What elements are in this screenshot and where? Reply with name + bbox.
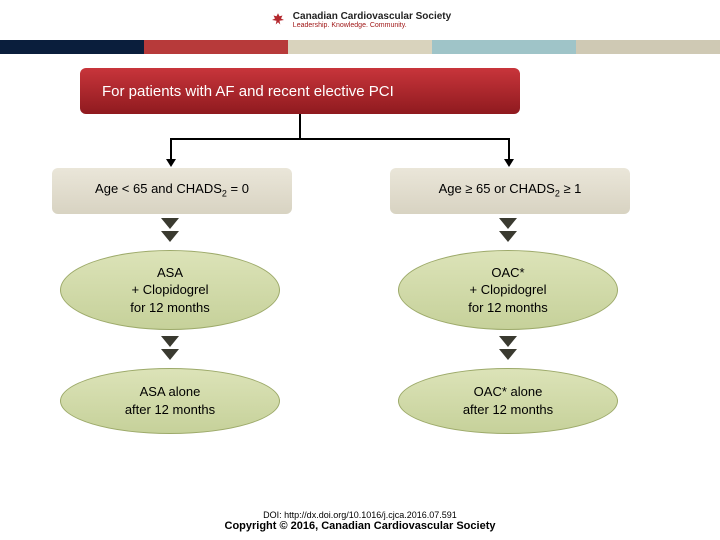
arrow-head-icon [504,159,514,167]
flowchart-title: For patients with AF and recent elective… [80,68,520,114]
connector-line [508,138,510,160]
title-text: For patients with AF and recent elective… [102,83,394,100]
branch-box-right: Age ≥ 65 or CHADS2 ≥ 1 [390,168,630,214]
stripe [432,40,576,54]
followup-ellipse-right: OAC* aloneafter 12 months [398,368,618,434]
branch-right-label: Age ≥ 65 or CHADS2 ≥ 1 [439,181,582,200]
flowchart: For patients with AF and recent elective… [0,54,720,494]
arrow-head-icon [166,159,176,167]
connector-line [170,138,510,140]
double-arrow-icon [499,218,517,242]
stripe [576,40,720,54]
logo-text-block: Canadian Cardiovascular Society Leadersh… [293,11,451,29]
header-bar: Canadian Cardiovascular Society Leadersh… [0,0,720,40]
connector-line [299,114,301,138]
divider-stripes [0,40,720,54]
maple-heart-icon [269,11,287,29]
treatment-ellipse-right: OAC*+ Clopidogrelfor 12 months [398,250,618,330]
followup-ellipse-left: ASA aloneafter 12 months [60,368,280,434]
org-tagline: Leadership. Knowledge. Community. [293,22,451,29]
double-arrow-icon [161,336,179,360]
double-arrow-icon [499,336,517,360]
doi-text: DOI: http://dx.doi.org/10.1016/j.cjca.20… [0,510,720,520]
stripe [288,40,432,54]
copyright-text: Copyright © 2016, Canadian Cardiovascula… [0,520,720,532]
footer: DOI: http://dx.doi.org/10.1016/j.cjca.20… [0,510,720,532]
treatment-ellipse-left: ASA+ Clopidogrelfor 12 months [60,250,280,330]
org-name: Canadian Cardiovascular Society [293,11,451,22]
followup-left-text: ASA aloneafter 12 months [125,383,215,418]
followup-right-text: OAC* aloneafter 12 months [463,383,553,418]
connector-line [170,138,172,160]
stripe [144,40,288,54]
logo: Canadian Cardiovascular Society Leadersh… [269,11,451,29]
double-arrow-icon [161,218,179,242]
branch-box-left: Age < 65 and CHADS2 = 0 [52,168,292,214]
treatment-right-text: OAC*+ Clopidogrelfor 12 months [468,264,548,317]
treatment-left-text: ASA+ Clopidogrelfor 12 months [130,264,210,317]
branch-left-label: Age < 65 and CHADS2 = 0 [95,181,249,200]
stripe [0,40,144,54]
